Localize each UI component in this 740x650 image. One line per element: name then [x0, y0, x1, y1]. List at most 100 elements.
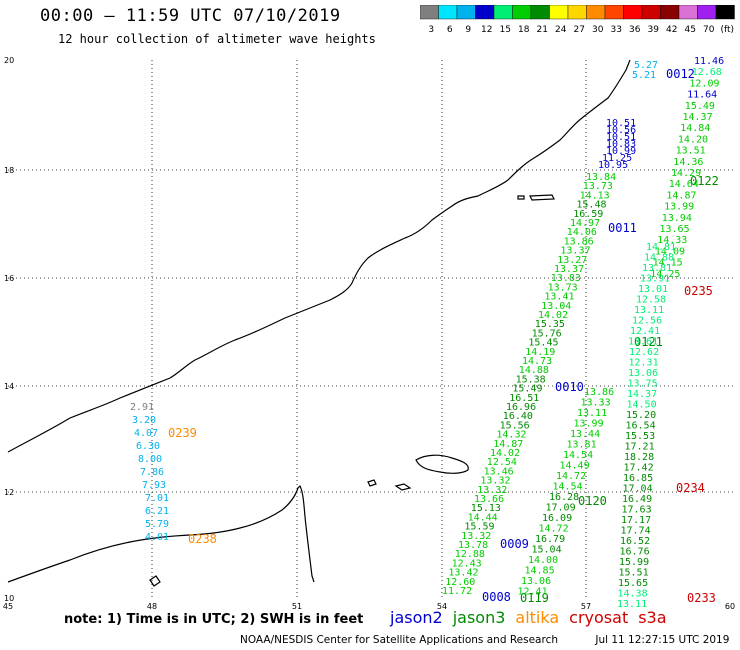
- altika-value: 8.00: [138, 454, 162, 465]
- jason3-value: 17.42: [624, 463, 654, 474]
- jason2-value: 16.40: [503, 411, 533, 422]
- colorbar-label: 42: [666, 25, 677, 35]
- legend-altika: altika: [515, 608, 560, 627]
- jason2-value: 16.96: [506, 402, 536, 413]
- longitude-label: 54: [437, 602, 447, 610]
- jason2-value: 13.32: [477, 485, 507, 496]
- jason3-value: 14.64: [669, 179, 699, 190]
- page-subtitle: 12 hour collection of altimeter wave hei…: [58, 32, 376, 46]
- jason2-value: 15.13: [471, 503, 501, 514]
- jason3-value: 13.61: [628, 337, 658, 348]
- jason3-value: 14.54: [563, 450, 593, 461]
- jason2-value: 14.13: [580, 190, 610, 201]
- jason3-value: 13.99: [574, 419, 604, 430]
- colorbar-label: 27: [574, 25, 585, 35]
- colorbar-label: 33: [611, 25, 622, 35]
- page-title: 00:00 – 11:59 UTC 07/10/2019: [40, 6, 341, 26]
- jason3-value: 14.25: [650, 269, 680, 280]
- jason2-value: 13.78: [458, 540, 488, 551]
- jason3-value: 17.04: [623, 484, 653, 495]
- jason3-value: 14.38: [618, 589, 648, 600]
- jason3-value: 13.75: [628, 379, 658, 390]
- jason2-value: 13.27: [557, 255, 587, 266]
- jason2-value: 10.51: [606, 132, 636, 143]
- jason2-value: 14.73: [522, 356, 552, 367]
- jason3-value: 15.20: [626, 410, 656, 421]
- colorbar-label: (ft): [720, 25, 734, 35]
- colorbar-label: 3: [428, 25, 434, 35]
- jason2-value: 13.32: [480, 476, 510, 487]
- footnote: note: 1) Time is in UTC; 2) SWH is in fe…: [64, 612, 364, 627]
- jason2-value: 12.60: [445, 577, 475, 588]
- jason2-value: 10.99: [606, 146, 636, 157]
- jason3-value: 16.79: [535, 534, 565, 545]
- jason3-value: 14.54: [553, 482, 583, 493]
- jason3-value: 14.09: [655, 246, 685, 257]
- jason3-value: 11.46: [694, 56, 724, 67]
- colorbar-label: 18: [518, 25, 530, 35]
- jason2-value: 15.38: [516, 374, 546, 385]
- colorbar-label: 30: [592, 25, 604, 35]
- jason2-value: 15.49: [512, 384, 542, 395]
- jason3-value: 15.49: [685, 101, 715, 112]
- jason2-value: 13.41: [544, 292, 574, 303]
- jason3-value: 14.33: [657, 235, 687, 246]
- altika-value: 7.93: [142, 480, 166, 491]
- jason3-value: 12.41: [518, 587, 548, 598]
- satellite-legend: jason2 jason3 altika cryosat s3a: [390, 608, 677, 627]
- jason3-value: 16.54: [626, 421, 656, 432]
- colorbar-label: 6: [447, 25, 453, 35]
- jason3-value: 15.53: [625, 431, 655, 442]
- track-tag-altika: 0239: [168, 426, 197, 440]
- colorbar-label: 15: [500, 25, 511, 35]
- jason3-value: 14.37: [627, 389, 657, 400]
- jason3-value: 13.91: [640, 274, 670, 285]
- jason3-value: 13.65: [660, 224, 690, 235]
- track-tag-cryosat: 0235: [684, 284, 713, 298]
- track-labels: 2.91 3.20 4.07 6.30 8.00 7.86 7.93 7.01 6.21 5.79…: [130, 56, 724, 610]
- jason2-value: 14.06: [567, 227, 597, 238]
- jason3-value: 14.49: [560, 461, 590, 472]
- jason2-value: 5.21: [632, 70, 656, 81]
- jason2-value: 13.83: [551, 273, 581, 284]
- colorbar-label: 39: [648, 25, 660, 35]
- jason3-value: 16.76: [620, 547, 650, 558]
- jason3-value: 16.52: [620, 536, 650, 547]
- jason2-value: 13.46: [484, 466, 514, 477]
- colorbar-label: 45: [685, 25, 696, 35]
- altika-value: 3.20: [132, 415, 156, 426]
- jason3-value: 13.44: [570, 429, 600, 440]
- credit-line: NOAA/NESDIS Center for Satellite Applica…: [240, 634, 729, 646]
- jason2-value: 16.51: [509, 393, 539, 404]
- jason3-value: 13.51: [676, 146, 706, 157]
- jason3-value: 14.29: [671, 168, 701, 179]
- jason2-value: 10.56: [606, 125, 636, 136]
- jason3-value: 14.87: [666, 190, 696, 201]
- latitude-label: 20: [4, 56, 14, 65]
- jason2-value: 13.04: [541, 301, 571, 312]
- legend-jason3: jason3: [452, 608, 506, 627]
- altika-value: 7.01: [145, 493, 169, 504]
- jason2-value: 15.48: [576, 200, 606, 211]
- latitude-label: 12: [4, 488, 14, 497]
- latitude-label: 18: [4, 166, 14, 175]
- jason3-value: 15.99: [619, 557, 649, 568]
- jason3-value: 13.11: [617, 599, 647, 610]
- track-tag-altika: 0238: [188, 532, 217, 546]
- jason2-value: 10.83: [606, 139, 636, 150]
- jason2-value: 12.88: [455, 549, 485, 560]
- jason3-value: 12.09: [689, 78, 719, 89]
- jason2-value: 14.97: [570, 218, 600, 229]
- track-tag-jason3: 0121: [634, 335, 663, 349]
- jason3-value: 13.01: [638, 284, 668, 295]
- jason3-value: 13.06: [521, 576, 551, 587]
- jason3-value: 13.86: [584, 387, 614, 398]
- track-tag-cryosat: 0233: [687, 591, 716, 605]
- longitude-label: 60: [725, 602, 735, 610]
- jason3-value: 13.33: [581, 398, 611, 409]
- jason2-value: 10.95: [598, 160, 628, 171]
- altika-value: 4.07: [134, 428, 158, 439]
- jason2-value: 5.27: [634, 60, 658, 71]
- jason3-value: 13.81: [567, 440, 597, 451]
